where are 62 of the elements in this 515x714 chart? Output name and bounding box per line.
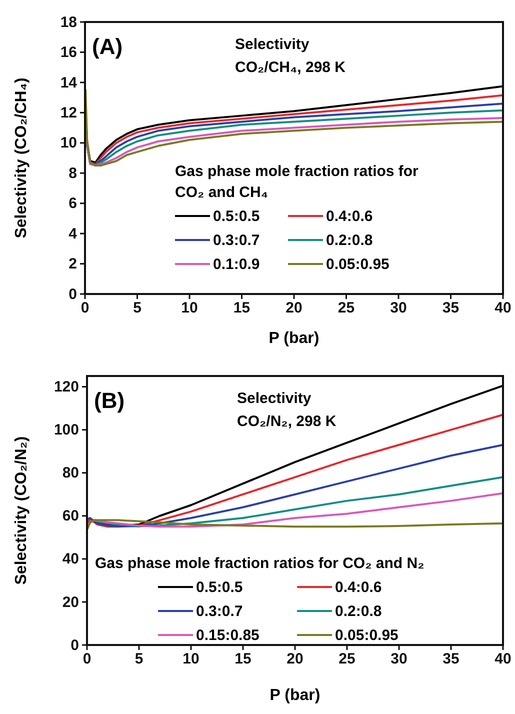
y-tick-label: 6 <box>68 195 77 212</box>
annotation: (B) <box>94 388 125 413</box>
x-tick-label: 35 <box>442 300 460 317</box>
x-tick-label: 40 <box>494 650 512 668</box>
text: Selectivity <box>237 390 312 407</box>
text: CO₂/CH₄, 298 K <box>235 59 346 76</box>
y-tick-label: 16 <box>60 44 77 62</box>
y-tick-label: 2 <box>68 256 77 273</box>
legend-label: 0.3:0.7 <box>196 603 243 620</box>
text: CO₂/N₂, 298 K <box>237 413 336 430</box>
y-tick-label: 60 <box>62 508 79 525</box>
legend-label: 0.4:0.6 <box>335 579 382 596</box>
annotation: (A) <box>92 34 123 59</box>
y-tick-label: 100 <box>54 422 79 439</box>
legend-label: 0.5:0.5 <box>213 208 260 225</box>
y-tick-label: 40 <box>62 550 79 568</box>
y-tick-label: 18 <box>60 14 77 31</box>
y-tick-label: 8 <box>68 164 77 182</box>
x-tick-label: 35 <box>442 650 460 668</box>
y-axis-title: Selectivity (CO₂/N₂) <box>13 436 30 585</box>
text: Selectivity <box>235 36 310 53</box>
x-tick-label: 0 <box>82 650 92 668</box>
legend-label: 0.15:0.85 <box>196 627 260 644</box>
legend-label: 0.05:0.95 <box>326 256 390 273</box>
legend-label: 0.3:0.7 <box>213 232 260 249</box>
legend-label: 0.1:0.9 <box>213 256 260 273</box>
y-tick-label: 10 <box>60 134 77 152</box>
x-axis-title: P (bar) <box>268 330 320 347</box>
x-tick-label: 15 <box>234 650 252 668</box>
y-tick-label: 0 <box>70 636 79 654</box>
line-series <box>86 519 504 530</box>
x-tick-label: 5 <box>134 650 144 668</box>
x-tick-label: 15 <box>233 300 250 317</box>
legend-label: 0.5:0.5 <box>196 579 243 596</box>
y-tick-label: 80 <box>62 464 79 482</box>
x-tick-label: 10 <box>182 650 200 668</box>
y-tick-label: 14 <box>60 74 78 92</box>
x-tick-label: 30 <box>390 300 407 317</box>
x-tick-label: 40 <box>494 300 512 317</box>
line-series <box>86 492 504 528</box>
y-tick-label: 12 <box>60 104 77 122</box>
y-tick-label: 0 <box>68 286 77 303</box>
x-tick-label: 25 <box>338 650 356 668</box>
x-tick-label: 30 <box>390 650 408 668</box>
y-tick-label: 4 <box>68 225 78 242</box>
legend-label: 0.2:0.8 <box>326 232 373 249</box>
x-tick-label: 25 <box>338 300 355 317</box>
legend-label: 0.4:0.6 <box>326 208 373 225</box>
y-tick-label: 20 <box>62 594 79 611</box>
x-axis-title: P (bar) <box>270 687 320 704</box>
line-series <box>86 414 504 528</box>
line-series <box>86 444 504 528</box>
legend-label: 0.2:0.8 <box>335 603 382 620</box>
x-tick-label: 20 <box>286 650 304 668</box>
x-tick-label: 20 <box>286 300 302 317</box>
y-tick-label: 120 <box>54 378 79 396</box>
legend-label: 0.05:0.95 <box>335 627 398 644</box>
y-axis-title: Selectivity (CO₂/CH₄) <box>13 78 30 238</box>
legend-title: Gas phase mole fraction ratios for CO₂ and CH₄ <box>175 163 419 201</box>
x-tick-label: 10 <box>181 300 198 317</box>
legend-title: Gas phase mole fraction ratios for CO₂ and N₂ <box>95 555 424 572</box>
x-tick-label: 5 <box>133 300 142 317</box>
